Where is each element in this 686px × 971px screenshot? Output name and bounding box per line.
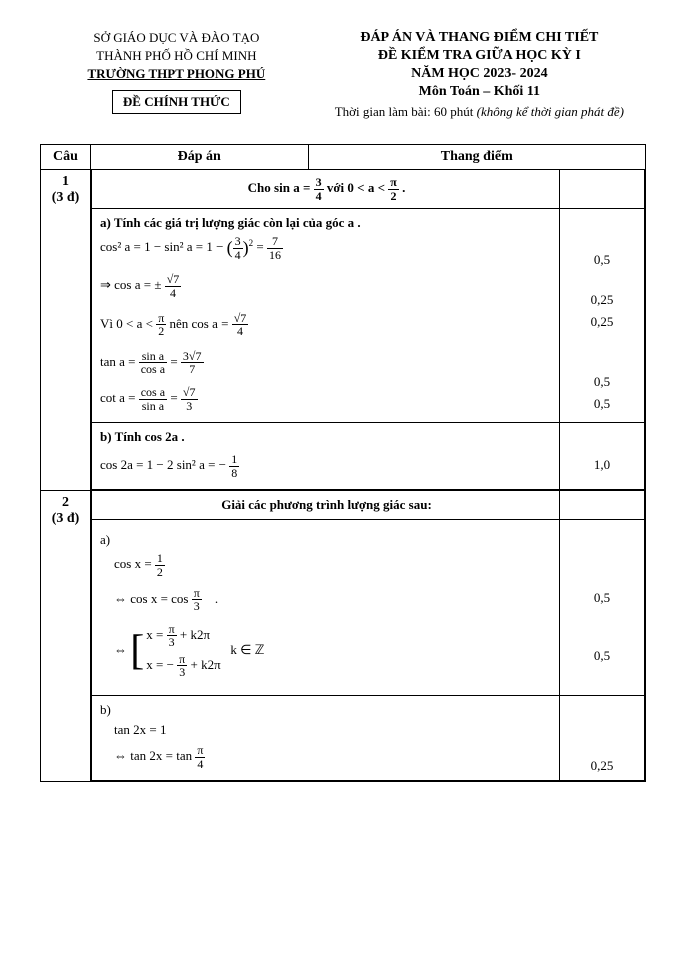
q2-pts: (3 đ) [52, 511, 80, 526]
q1a-r5: cot a = cos asin a = √73 [100, 386, 553, 412]
q1-num: 1 [62, 174, 69, 189]
q1-given: Cho sin a = 34 với 0 < a < π2 . [92, 170, 560, 209]
q2a-row: a) cos x = 12 ⇔ cos x = cos π3 . ⇔ [92, 520, 645, 696]
q2-num: 2 [62, 495, 69, 510]
q2-body: Giải các phương trình lượng giác sau: a)… [91, 491, 646, 782]
q1a-content: a) Tính các giá trị lượng giác còn lại c… [92, 209, 560, 423]
title-1: ĐÁP ÁN VÀ THANG ĐIỂM CHI TIẾT [313, 30, 646, 46]
q1a-r3: Vì 0 < a < π2 nên cos a = √74 [100, 312, 553, 338]
time-text: Thời gian làm bài: 60 phút [335, 104, 477, 119]
exam-type-box: ĐỀ CHÍNH THỨC [112, 90, 241, 114]
exam-type-box-wrap: ĐỀ CHÍNH THỨC [40, 90, 313, 114]
title-4: Môn Toán – Khối 11 [313, 84, 646, 100]
q2-head-row: Giải các phương trình lượng giác sau: [92, 491, 645, 520]
q2a-r1: cos x = 12 [100, 552, 553, 578]
q1a-r1: cos² a = 1 − sin² a = 1 − (34)2 = 716 [100, 235, 553, 261]
q1b-row: b) Tính cos 2a . cos 2a = 1 − 2 sin² a =… [92, 423, 645, 490]
q2-cau: 2 (3 đ) [41, 491, 91, 782]
q2-inner: Giải các phương trình lượng giác sau: a)… [91, 491, 645, 781]
city-line: THÀNH PHỐ HỒ CHÍ MINH [40, 48, 313, 64]
q1-cau: 1 (3 đ) [41, 170, 91, 491]
q1-given-math: sin a = 34 với 0 < a < π2 . [274, 180, 405, 195]
th-cau: Câu [41, 145, 91, 170]
q2b-r1: tan 2x = 1 [100, 722, 553, 738]
table-header-row: Câu Đáp án Thang điểm [41, 145, 646, 170]
q2a-label: a) [100, 532, 553, 548]
q1a-r4: tan a = sin acos a = 3√77 [100, 350, 553, 376]
q1-body: Cho sin a = 34 với 0 < a < π2 . [91, 170, 646, 491]
q1a-pts: 0,5 0,25 0,25 0,5 0,5 [560, 209, 645, 423]
q1b-pts: 1,0 [560, 423, 645, 490]
q2a-r3: ⇔ [ x = π3 + k2π [100, 623, 553, 679]
q2a-pts: 0,5 0,5 [560, 520, 645, 696]
q1-row: 1 (3 đ) Cho sin a = 34 với 0 < a < π2 [41, 170, 646, 491]
th-diem: Thang điểm [308, 145, 645, 170]
header-left: SỞ GIÁO DỤC VÀ ĐÀO TẠO THÀNH PHỐ HỒ CHÍ … [40, 30, 313, 126]
q1-inner: Cho sin a = 34 với 0 < a < π2 . [91, 170, 645, 490]
q2-row: 2 (3 đ) Giải các phương trình lượng giác… [41, 491, 646, 782]
title-2: ĐỀ KIỂM TRA GIỮA HỌC KỲ I [313, 48, 646, 64]
q1a-head: a) Tính các giá trị lượng giác còn lại c… [100, 215, 553, 231]
q2b-pts: 0,25 [560, 696, 645, 781]
q1-given-pts [560, 170, 645, 209]
q1-given-row: Cho sin a = 34 với 0 < a < π2 . [92, 170, 645, 209]
q1b-content: b) Tính cos 2a . cos 2a = 1 − 2 sin² a =… [92, 423, 560, 490]
school-line: TRƯỜNG THPT PHONG PHÚ [40, 66, 313, 82]
q2b-r2: ⇔ tan 2x = tan π4 [100, 744, 553, 770]
answer-table: Câu Đáp án Thang điểm 1 (3 đ) Cho sin a … [40, 144, 646, 782]
q2-head: Giải các phương trình lượng giác sau: [92, 491, 560, 520]
q2b-label: b) [100, 702, 553, 718]
title-3: NĂM HỌC 2023- 2024 [313, 66, 646, 82]
header-right: ĐÁP ÁN VÀ THANG ĐIỂM CHI TIẾT ĐỀ KIỂM TR… [313, 30, 646, 126]
q2a-r2: ⇔ cos x = cos π3 . [100, 587, 553, 613]
th-dapan: Đáp án [91, 145, 309, 170]
q1-pts: (3 đ) [52, 190, 80, 205]
document-header: SỞ GIÁO DỤC VÀ ĐÀO TẠO THÀNH PHỐ HỒ CHÍ … [40, 30, 646, 126]
time-note: (không kể thời gian phát đề) [477, 104, 624, 119]
q1b-r1: cos 2a = 1 − 2 sin² a = − 18 [100, 453, 553, 479]
q1b-head: b) Tính cos 2a . [100, 429, 553, 445]
q2b-row: b) tan 2x = 1 ⇔ tan 2x = tan π4 0,25 [92, 696, 645, 781]
q2b-content: b) tan 2x = 1 ⇔ tan 2x = tan π4 [92, 696, 560, 781]
q1a-row: a) Tính các giá trị lượng giác còn lại c… [92, 209, 645, 423]
time-line: Thời gian làm bài: 60 phút (không kể thờ… [313, 104, 646, 120]
q1a-r2: ⇒ cos a = ± √74 [100, 273, 553, 299]
q2a-content: a) cos x = 12 ⇔ cos x = cos π3 . ⇔ [92, 520, 560, 696]
q2-head-pts [560, 491, 645, 520]
dept-line: SỞ GIÁO DỤC VÀ ĐÀO TẠO [40, 30, 313, 46]
q1-given-pre: Cho [248, 180, 274, 195]
